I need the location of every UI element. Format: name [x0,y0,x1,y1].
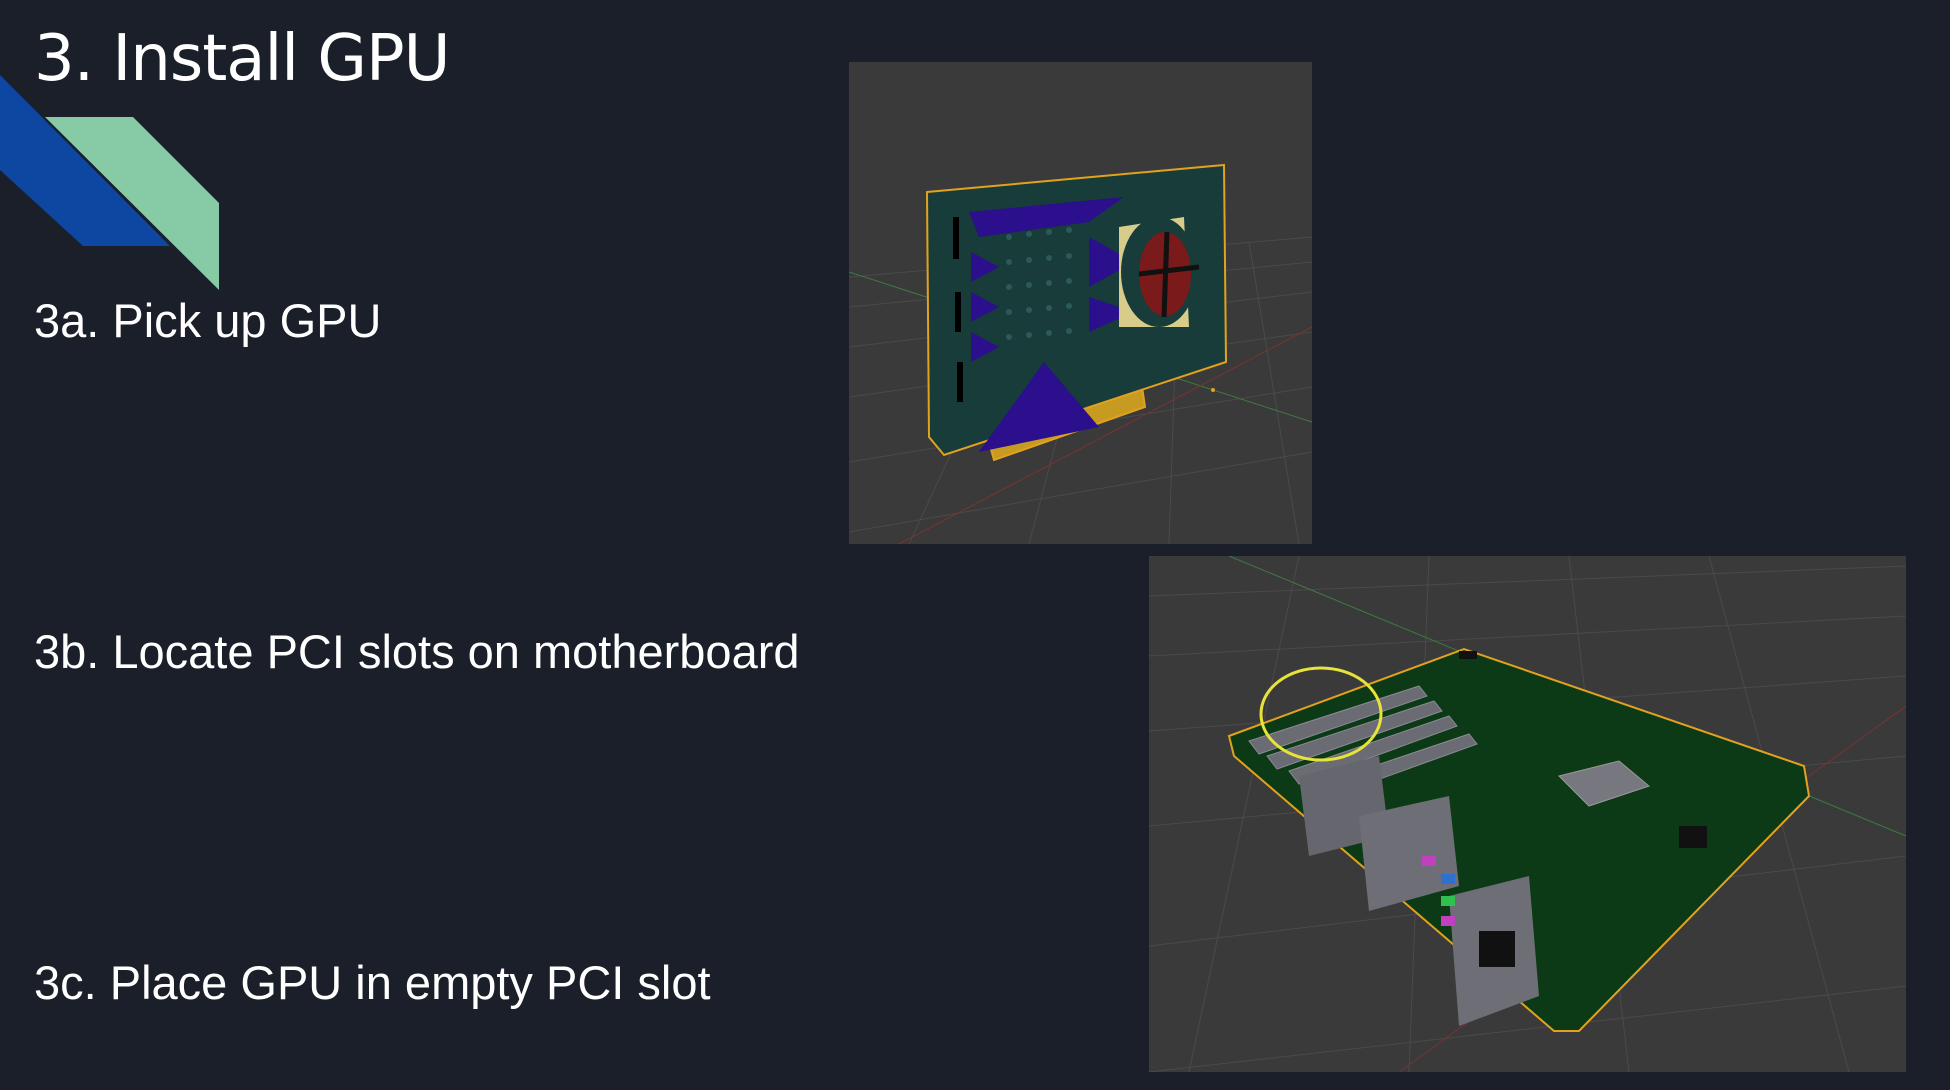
motherboard-3d-render-icon [1149,556,1906,1072]
step-3b-text: 3b. Locate PCI slots on motherboard [34,625,800,678]
motherboard-render-image [1149,556,1906,1072]
mint-stripe-shape [45,117,219,290]
step-3a-text: 3a. Pick up GPU [34,294,382,347]
blue-stripe-shape [0,75,170,246]
gpu-3d-render-icon [849,163,1312,544]
slide-title: 3. Install GPU [34,22,450,96]
gpu-render-image [849,62,1312,544]
corner-decoration [0,75,219,290]
step-3c-text: 3c. Place GPU in empty PCI slot [34,956,711,1009]
